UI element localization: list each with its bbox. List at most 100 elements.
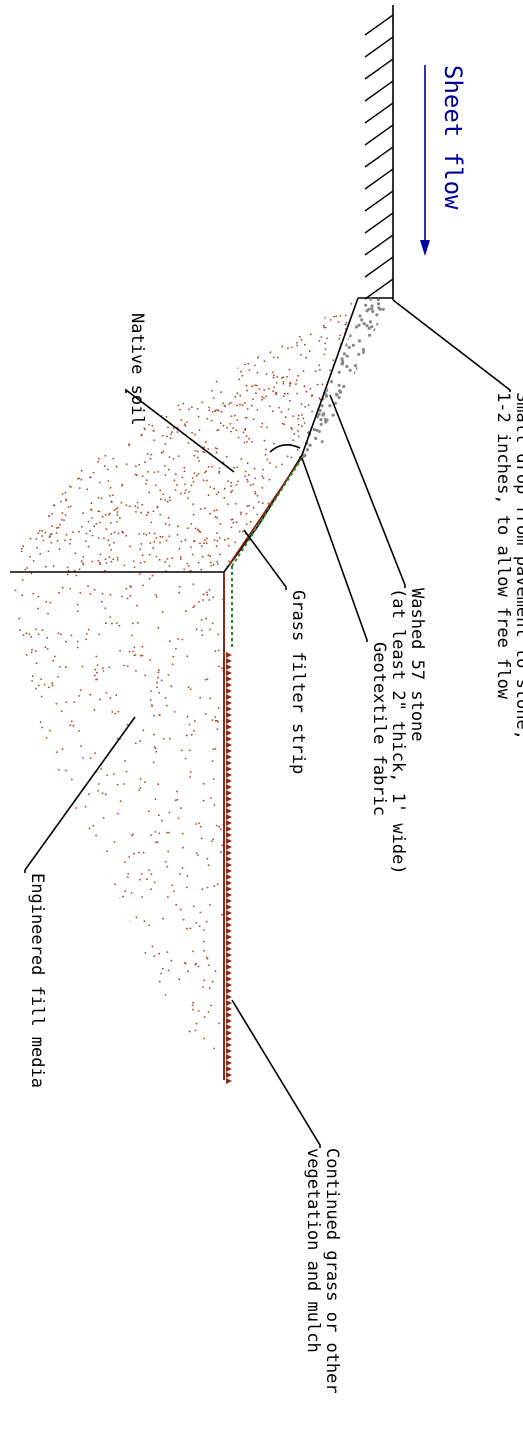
- soil-dot: [80, 469, 83, 472]
- stone-particle: [330, 442, 334, 446]
- soil-dot: [153, 471, 156, 474]
- fill-dot: [159, 997, 162, 1000]
- stone-particle: [387, 442, 390, 446]
- soil-dot: [78, 487, 81, 489]
- soil-dot: [219, 422, 222, 425]
- soil-dot: [27, 434, 30, 437]
- soil-dot: [86, 488, 89, 491]
- soil-dot: [285, 330, 288, 333]
- fill-dot: [14, 714, 16, 717]
- soil-dot: [157, 471, 160, 473]
- soil-dot: [26, 338, 28, 341]
- fill-dot: [177, 817, 180, 819]
- fill-dot: [10, 830, 13, 833]
- soil-dot: [353, 473, 355, 476]
- soil-dot: [58, 473, 61, 476]
- soil-dot: [194, 389, 197, 392]
- soil-dot: [223, 404, 226, 407]
- fill-dot: [139, 1048, 142, 1050]
- fill-dot: [112, 1033, 114, 1036]
- fill-dot: [128, 856, 131, 858]
- stone-particle: [360, 376, 364, 380]
- soil-dot: [67, 506, 70, 508]
- fill-dot: [93, 934, 96, 936]
- fill-dot: [52, 923, 55, 926]
- stone-particle: [316, 415, 320, 419]
- fill-dot: [190, 733, 193, 736]
- stone-particle: [332, 327, 336, 331]
- fill-dot: [208, 964, 210, 966]
- fill-dot: [188, 1030, 191, 1033]
- soil-dot: [34, 329, 37, 332]
- soil-dot: [211, 315, 214, 317]
- mulch-mark: [226, 670, 232, 676]
- soil-dot: [74, 324, 77, 327]
- soil-dot: [138, 463, 141, 466]
- soil-dot: [227, 537, 230, 540]
- fill-dot: [199, 825, 202, 828]
- soil-dot: [125, 463, 128, 466]
- soil-dot: [345, 513, 347, 516]
- fill-dot: [25, 632, 28, 635]
- soil-dot: [281, 501, 284, 504]
- soil-dot: [351, 356, 354, 358]
- soil-dot: [291, 428, 293, 430]
- stone-particle: [301, 298, 306, 302]
- soil-dot: [207, 466, 210, 468]
- stone-particle: [353, 405, 357, 409]
- stone-particle: [319, 370, 323, 374]
- soil-dot: [18, 527, 20, 530]
- soil-dot: [162, 408, 165, 411]
- fill-dot: [221, 667, 224, 670]
- soil-dot: [218, 470, 221, 473]
- soil-dot: [245, 384, 248, 387]
- soil-dot: [205, 441, 207, 444]
- soil-dot: [216, 429, 219, 432]
- soil-dot: [89, 295, 91, 297]
- fill-dot: [119, 927, 121, 929]
- soil-dot: [297, 417, 299, 420]
- fill-dot: [161, 819, 164, 822]
- soil-dot: [51, 513, 54, 515]
- stone-particle: [368, 387, 373, 391]
- fill-dot: [12, 748, 15, 750]
- soil-dot: [261, 398, 263, 401]
- soil-dot: [59, 451, 61, 454]
- fill-dot: [212, 748, 215, 751]
- soil-dot: [287, 408, 290, 411]
- soil-dot: [222, 312, 225, 315]
- soil-dot: [268, 321, 271, 324]
- soil-dot: [256, 338, 259, 340]
- fill-dot: [117, 710, 120, 713]
- soil-dot: [166, 558, 169, 560]
- stone-particle: [354, 389, 358, 394]
- stone-particle: [326, 306, 330, 310]
- soil-dot: [202, 301, 205, 304]
- soil-dot: [187, 442, 190, 444]
- soil-dot: [293, 537, 296, 540]
- fill-dot: [101, 592, 104, 595]
- fill-dot: [195, 628, 198, 631]
- fill-dot: [179, 873, 181, 875]
- fill-dot: [124, 890, 127, 893]
- soil-dot: [281, 345, 284, 348]
- soil-dot: [48, 424, 50, 427]
- fill-dot: [154, 831, 157, 833]
- soil-dot: [174, 357, 176, 359]
- soil-dot: [243, 324, 246, 326]
- soil-dot: [146, 453, 149, 455]
- soil-dot: [91, 534, 94, 537]
- soil-dot: [72, 531, 74, 534]
- soil-dot: [106, 396, 109, 398]
- fill-dot: [95, 834, 97, 837]
- soil-dot: [114, 319, 116, 322]
- stone-particle: [347, 345, 351, 350]
- soil-dot: [262, 309, 265, 312]
- soil-dot: [42, 453, 45, 455]
- fill-dot: [89, 593, 92, 595]
- soil-dot: [154, 484, 157, 487]
- soil-dot: [216, 540, 219, 542]
- fill-dot: [153, 988, 156, 991]
- soil-dot: [165, 539, 168, 542]
- stone-particle: [313, 336, 317, 341]
